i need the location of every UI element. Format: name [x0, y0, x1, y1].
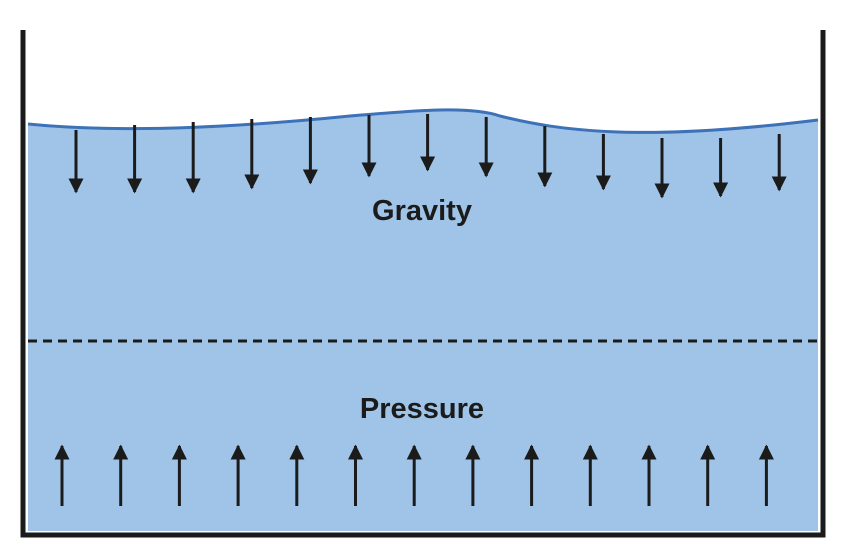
- pressure-arrows: [54, 444, 774, 506]
- pressure-label: Pressure: [360, 393, 484, 425]
- gravity-arrows: [68, 114, 787, 199]
- container-walls: [20, 30, 826, 538]
- gravity-label: Gravity: [372, 195, 472, 227]
- water-body: [28, 109, 818, 531]
- water-surface: [27, 108, 819, 134]
